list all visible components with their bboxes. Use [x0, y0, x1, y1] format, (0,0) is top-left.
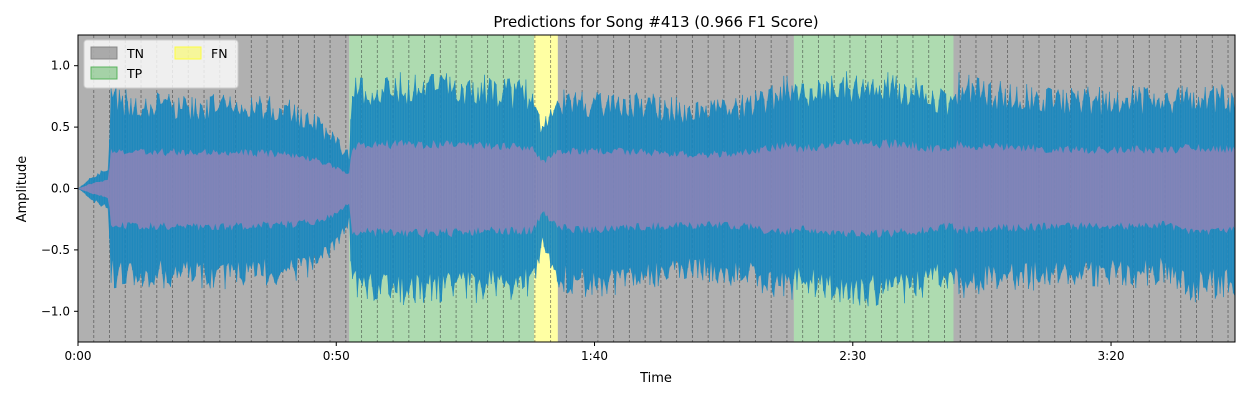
legend-swatch-fn — [174, 46, 202, 60]
y-tick-label-4: 1.0 — [51, 59, 70, 73]
y-axis-ticks: −1.0 −0.5 0.0 0.5 1.0 — [41, 59, 78, 318]
legend: TN TP FN — [83, 39, 239, 89]
x-tick-label-3: 2:30 — [839, 349, 866, 363]
legend-swatch-tp — [90, 66, 118, 80]
y-tick-label-0: −1.0 — [41, 304, 70, 318]
y-axis-label: Amplitude — [15, 156, 30, 223]
chart-title: Predictions for Song #413 (0.966 F1 Scor… — [493, 13, 818, 31]
x-tick-label-1: 0:50 — [323, 349, 350, 363]
legend-label-fn: FN — [211, 46, 228, 61]
legend-label-tp: TP — [126, 66, 143, 81]
legend-box — [83, 39, 239, 89]
waveform-layer — [78, 71, 1236, 307]
x-tick-label-0: 0:00 — [65, 349, 92, 363]
legend-swatch-tn — [90, 46, 118, 60]
x-tick-label-4: 3:20 — [1098, 349, 1125, 363]
y-tick-label-2: 0.0 — [51, 182, 70, 196]
y-tick-label-3: 0.5 — [51, 120, 70, 134]
waveform-overlay — [78, 138, 1235, 238]
y-tick-label-1: −0.5 — [41, 243, 70, 257]
x-axis-label: Time — [639, 371, 672, 386]
legend-label-tn: TN — [126, 46, 144, 61]
x-tick-label-2: 1:40 — [581, 349, 608, 363]
x-axis-ticks: 0:00 0:50 1:40 2:30 3:20 — [65, 342, 1125, 363]
